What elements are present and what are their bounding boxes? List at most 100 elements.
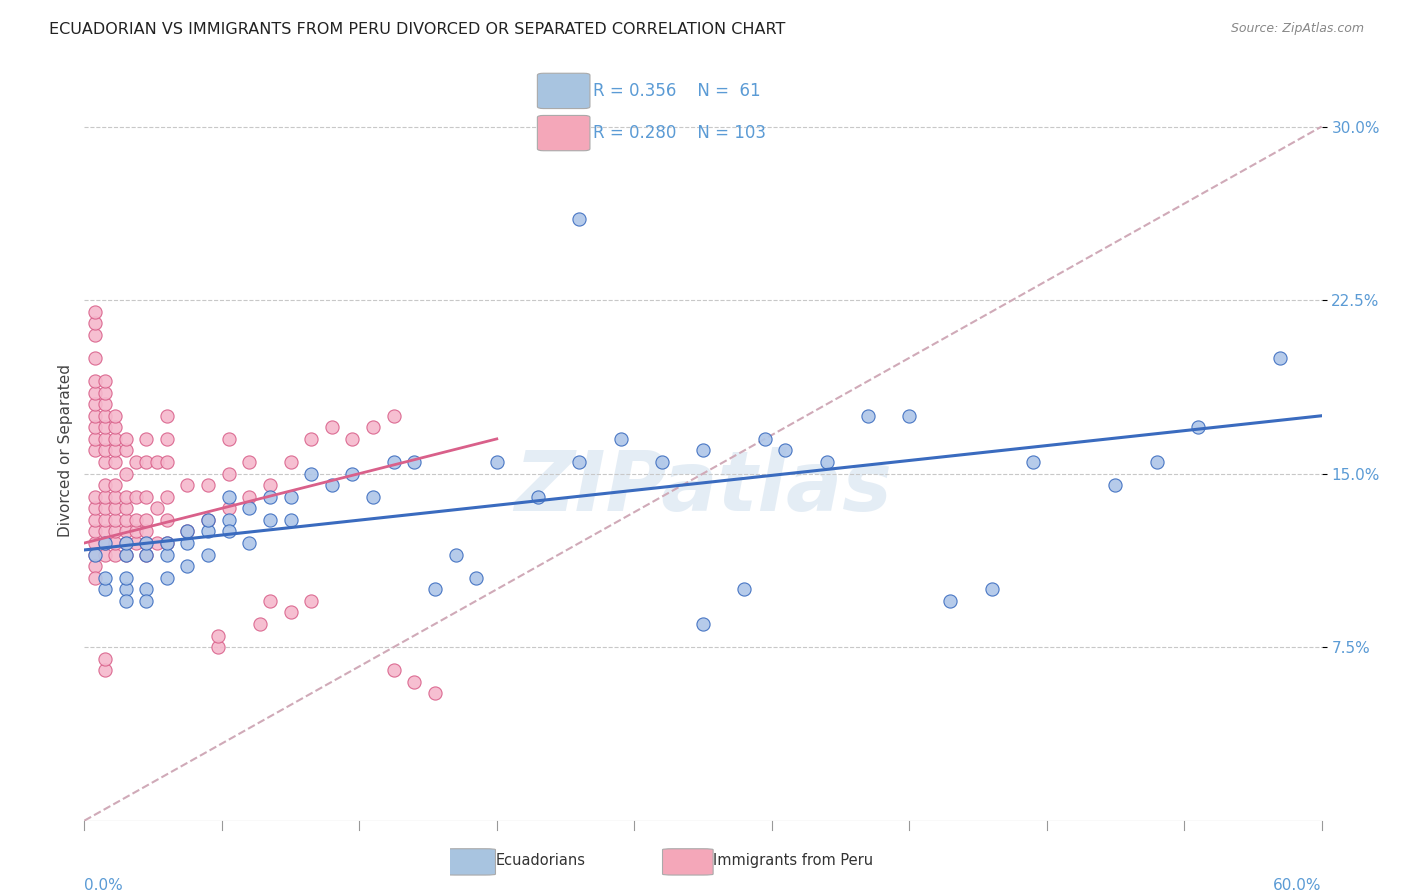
Point: [176, 536, 198, 550]
Point: [83, 397, 105, 411]
Point: [218, 490, 240, 504]
Point: [238, 501, 260, 516]
Point: [83, 524, 105, 539]
Point: [94, 651, 117, 665]
Point: [280, 606, 302, 620]
Point: [135, 582, 157, 597]
FancyBboxPatch shape: [537, 73, 591, 109]
Text: R = 0.280    N = 103: R = 0.280 N = 103: [593, 124, 766, 142]
Point: [145, 536, 167, 550]
Point: [83, 548, 105, 562]
Point: [775, 443, 797, 458]
Point: [104, 455, 127, 469]
Point: [125, 524, 148, 539]
Point: [207, 628, 229, 642]
Point: [94, 397, 117, 411]
Point: [125, 513, 148, 527]
Point: [361, 420, 384, 434]
Point: [114, 501, 136, 516]
Point: [259, 594, 281, 608]
Point: [83, 432, 105, 446]
Point: [114, 582, 136, 597]
Point: [94, 536, 117, 550]
Point: [527, 490, 550, 504]
Point: [114, 443, 136, 458]
Point: [83, 374, 105, 388]
Point: [104, 409, 127, 423]
Point: [83, 501, 105, 516]
Point: [104, 443, 127, 458]
Point: [94, 478, 117, 492]
Point: [218, 501, 240, 516]
Point: [114, 467, 136, 481]
Point: [94, 490, 117, 504]
Point: [651, 455, 673, 469]
Point: [83, 571, 105, 585]
Point: [94, 420, 117, 434]
Point: [939, 594, 962, 608]
Point: [299, 432, 322, 446]
Point: [568, 212, 591, 227]
Text: Ecuadorians: Ecuadorians: [495, 854, 585, 868]
Point: [104, 501, 127, 516]
Point: [898, 409, 921, 423]
Point: [135, 513, 157, 527]
Point: [83, 316, 105, 330]
Point: [238, 490, 260, 504]
Point: [135, 490, 157, 504]
Point: [156, 490, 179, 504]
Point: [114, 536, 136, 550]
Point: [299, 467, 322, 481]
Point: [94, 548, 117, 562]
Point: [259, 478, 281, 492]
Point: [135, 548, 157, 562]
Point: [114, 513, 136, 527]
Point: [156, 432, 179, 446]
Point: [156, 513, 179, 527]
Text: 60.0%: 60.0%: [1274, 879, 1322, 892]
Point: [1187, 420, 1209, 434]
Point: [423, 582, 446, 597]
Point: [104, 548, 127, 562]
Point: [94, 536, 117, 550]
Point: [114, 490, 136, 504]
Point: [83, 351, 105, 365]
Point: [444, 548, 467, 562]
Point: [299, 594, 322, 608]
Point: [135, 536, 157, 550]
Point: [197, 548, 219, 562]
Point: [238, 455, 260, 469]
Point: [280, 513, 302, 527]
Point: [114, 548, 136, 562]
Point: [218, 467, 240, 481]
Point: [207, 640, 229, 654]
Point: [125, 536, 148, 550]
Point: [94, 409, 117, 423]
Point: [342, 467, 364, 481]
Point: [114, 594, 136, 608]
Point: [83, 385, 105, 400]
Point: [114, 524, 136, 539]
Point: [197, 513, 219, 527]
Point: [1022, 455, 1045, 469]
Point: [218, 432, 240, 446]
Point: [135, 594, 157, 608]
FancyBboxPatch shape: [662, 849, 713, 875]
Point: [125, 490, 148, 504]
Point: [83, 536, 105, 550]
Point: [83, 559, 105, 574]
Point: [94, 455, 117, 469]
Point: [156, 536, 179, 550]
Point: [135, 432, 157, 446]
Point: [156, 536, 179, 550]
Point: [156, 455, 179, 469]
Point: [94, 374, 117, 388]
Point: [980, 582, 1002, 597]
Text: Source: ZipAtlas.com: Source: ZipAtlas.com: [1230, 22, 1364, 36]
Point: [1104, 478, 1126, 492]
Point: [197, 524, 219, 539]
Point: [83, 490, 105, 504]
Point: [104, 490, 127, 504]
Point: [238, 536, 260, 550]
Point: [104, 536, 127, 550]
